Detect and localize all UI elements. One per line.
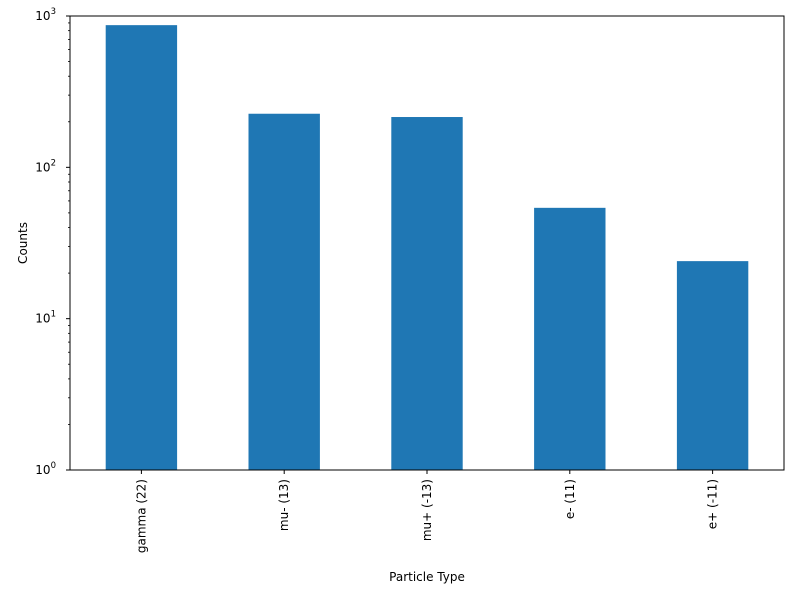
x-tick-label: mu+ (-13): [420, 479, 434, 541]
y-tick-exponent: 3: [51, 7, 56, 17]
y-tick-label: 103: [35, 7, 56, 23]
y-tick-exponent: 0: [51, 461, 56, 471]
plot-frame: [69, 15, 785, 471]
bar-1: [248, 113, 320, 471]
x-tick-label: e- (11): [563, 479, 577, 519]
bar-3: [534, 207, 606, 470]
bars-group: [105, 25, 749, 471]
y-tick-exponent: 2: [51, 158, 56, 168]
x-tick-label: mu- (13): [277, 479, 291, 531]
x-tick-label: e+ (-11): [706, 479, 720, 529]
x-tick-label: gamma (22): [134, 479, 148, 553]
y-tick-exponent: 1: [51, 310, 56, 320]
bar-2: [391, 117, 463, 471]
y-tick-label: 100: [35, 461, 56, 477]
y-axis-title: Counts: [16, 222, 30, 264]
y-tick-base: 10: [35, 463, 50, 477]
bar-4: [676, 261, 749, 470]
x-ticks: gamma (22) mu- (13) mu+ (-13) e- (11) e+ (-1…: [134, 470, 720, 553]
y-tick-label: 101: [35, 310, 56, 326]
y-tick-base: 10: [35, 160, 50, 174]
y-tick-base: 10: [35, 312, 50, 326]
y-tick-base: 10: [35, 9, 50, 23]
y-tick-label: 102: [35, 158, 56, 174]
bar-0: [105, 25, 178, 471]
x-axis-title: Particle Type: [389, 570, 465, 584]
